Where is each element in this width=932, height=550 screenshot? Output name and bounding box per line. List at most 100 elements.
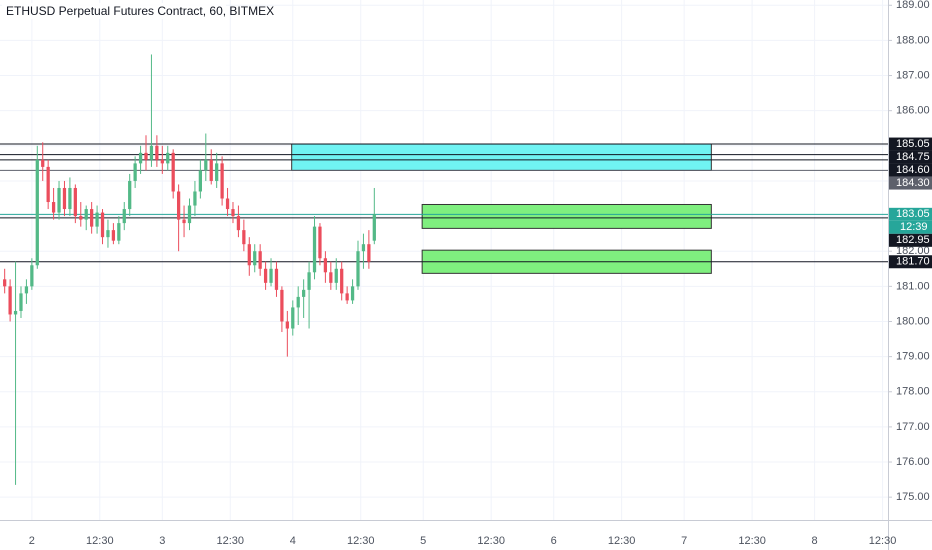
- y-tick-label: 176.00: [896, 456, 930, 468]
- candle-body: [160, 159, 164, 164]
- x-tick-label: 12:30: [216, 535, 244, 547]
- candle-body: [138, 152, 143, 164]
- candle-body: [122, 209, 126, 224]
- x-tick-label: 3: [159, 535, 165, 547]
- x-tick-label: 12:30: [738, 535, 766, 547]
- candle-body: [41, 159, 45, 167]
- candle-body: [46, 166, 50, 203]
- price-label-box: [889, 255, 932, 269]
- candle-body: [100, 212, 105, 238]
- candle-body: [350, 286, 355, 301]
- candle-body: [356, 251, 360, 287]
- candle-body: [193, 191, 197, 206]
- candle-body: [128, 180, 132, 210]
- x-tick-label: 2: [29, 535, 35, 547]
- candle-body: [24, 286, 29, 294]
- candle-body: [204, 159, 208, 171]
- price-label-box: [889, 176, 932, 190]
- price-label: 184.60: [896, 164, 930, 176]
- candle-body: [166, 152, 170, 164]
- candle-body: [307, 272, 311, 290]
- candle-body: [296, 296, 300, 308]
- y-tick-label: 186.00: [896, 105, 930, 117]
- x-tick-label: 12:30: [477, 535, 505, 547]
- price-label-box: [889, 233, 932, 247]
- candle-body: [345, 293, 349, 301]
- candle-body: [187, 205, 192, 224]
- x-tick-label: 7: [681, 535, 687, 547]
- candle-body: [236, 216, 241, 231]
- price-label-box: [889, 207, 932, 221]
- x-tick-label: 12:30: [869, 535, 897, 547]
- candle-body: [302, 289, 306, 297]
- candle-body: [340, 268, 344, 294]
- y-tick-label: 179.00: [896, 351, 930, 363]
- candle-body: [117, 223, 121, 241]
- candle-body: [149, 145, 154, 160]
- candle-body: [133, 163, 137, 181]
- candle-body: [209, 159, 213, 181]
- candle-body: [13, 310, 18, 315]
- candle-body: [220, 163, 224, 199]
- candle-body: [361, 244, 366, 252]
- candle-body: [242, 230, 246, 245]
- x-tick-label: 4: [290, 535, 296, 547]
- candle-body: [367, 244, 371, 262]
- price-label: 183.05: [896, 208, 930, 220]
- y-tick-label: 177.00: [896, 421, 930, 433]
- y-tick-label: 182.00: [896, 245, 930, 257]
- x-tick-label: 12:30: [86, 535, 114, 547]
- candle-body: [263, 268, 268, 283]
- x-tick-label: 12:30: [347, 535, 375, 547]
- candle-body: [35, 159, 39, 266]
- candle-body: [171, 152, 175, 192]
- y-tick-label: 180.00: [896, 315, 930, 327]
- y-tick-label: 175.00: [896, 491, 930, 503]
- price-label-box: [889, 163, 932, 177]
- candle-body: [285, 321, 289, 329]
- candle-body: [291, 307, 295, 329]
- candle-body: [73, 187, 77, 217]
- x-tick-label: 6: [551, 535, 557, 547]
- candle-body: [19, 293, 23, 311]
- candle-body: [3, 279, 7, 287]
- candle-body: [95, 212, 99, 227]
- candle-body: [68, 187, 72, 210]
- candle-body: [198, 170, 202, 192]
- candle-body: [8, 286, 12, 315]
- candle-body: [84, 209, 88, 220]
- price-label-box: [889, 150, 932, 164]
- candle-body: [312, 226, 317, 273]
- candle-body: [111, 230, 116, 241]
- candle-body: [225, 198, 230, 210]
- candle-body: [51, 202, 56, 213]
- price-label: 184.75: [896, 151, 930, 163]
- y-tick-label: 189.00: [896, 0, 930, 11]
- candle-body: [57, 187, 61, 213]
- candle-body: [90, 209, 94, 227]
- x-tick-label: 12:30: [608, 535, 636, 547]
- countdown-box: [889, 220, 932, 234]
- candle-body: [155, 145, 159, 160]
- candle-body: [280, 289, 284, 322]
- candle-body: [182, 219, 186, 224]
- candle-body: [247, 244, 251, 266]
- candle-body: [318, 226, 322, 259]
- candle-body: [329, 272, 333, 283]
- title-bg: [2, 3, 226, 19]
- candle-body: [274, 268, 279, 290]
- y-tick-label: 181.00: [896, 280, 930, 292]
- zone: [421, 203, 712, 229]
- candle-body: [323, 258, 328, 273]
- candle-body: [215, 163, 219, 181]
- candle-body: [144, 152, 148, 160]
- y-tick-label: 187.00: [896, 69, 930, 81]
- candle-body: [258, 251, 262, 269]
- candle-body: [372, 214, 376, 241]
- candle-body: [79, 216, 83, 220]
- candle-body: [334, 268, 338, 283]
- x-tick-label: 8: [812, 535, 818, 547]
- price-label: 182.95: [896, 234, 930, 246]
